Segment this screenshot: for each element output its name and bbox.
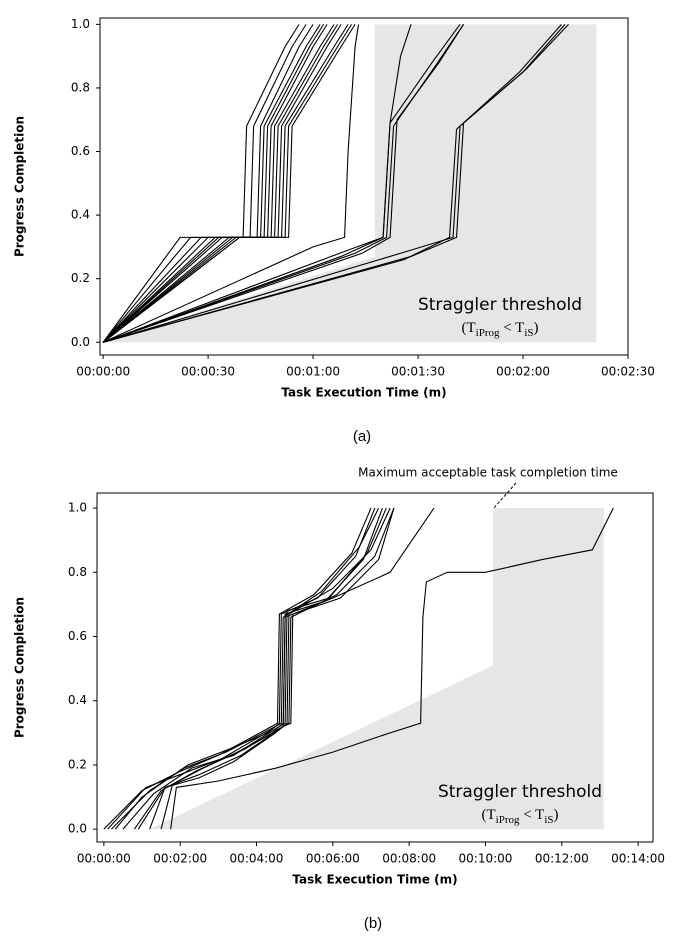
plot-frame — [99, 17, 629, 356]
subscript: iProg — [496, 814, 520, 826]
y-tick-label: 0.8 — [68, 565, 87, 579]
subscript: iProg — [476, 327, 500, 339]
formula-text: ) — [554, 807, 559, 823]
y-axis-label: Progress Completion — [13, 116, 27, 257]
y-tick-label: 1.0 — [68, 501, 87, 515]
series-line — [102, 24, 465, 343]
series-line — [102, 24, 335, 343]
x-tick-label: 00:02:00 — [496, 365, 550, 379]
series-line — [102, 23, 566, 343]
x-tick-label: 00:08:00 — [382, 852, 436, 866]
series-line — [102, 24, 465, 343]
formula-text: (T — [461, 320, 475, 336]
series-line — [102, 24, 353, 343]
caption: (a) — [353, 428, 371, 445]
x-tick-label: 00:12:00 — [535, 852, 589, 866]
plot-frame — [96, 492, 654, 843]
y-tick-label: 1.0 — [71, 17, 90, 31]
annotation-formula: (TiProg < TiS) — [481, 807, 558, 825]
series-line — [102, 24, 300, 343]
series-line — [103, 23, 562, 343]
x-tick-label: 00:02:30 — [601, 365, 655, 379]
y-tick-label: 0.0 — [68, 822, 87, 836]
series-line — [102, 24, 360, 343]
series-line — [102, 24, 461, 343]
series-line — [102, 24, 342, 343]
series-line — [102, 24, 307, 343]
x-tick-label: 00:14:00 — [611, 852, 665, 866]
x-tick-label: 00:00:30 — [181, 365, 235, 379]
series-line — [103, 23, 569, 343]
y-tick-label: 0.0 — [71, 335, 90, 349]
x-tick-label: 00:01:30 — [391, 365, 445, 379]
x-axis-label: Task Execution Time (m) — [281, 386, 446, 400]
x-tick-label: 00:04:00 — [230, 852, 284, 866]
series-line — [102, 24, 339, 343]
y-tick-label: 0.2 — [68, 757, 87, 771]
caption: (b) — [364, 915, 382, 932]
y-tick-label: 0.4 — [68, 693, 87, 707]
series-line — [102, 24, 325, 343]
annotation: Straggler threshold — [438, 782, 602, 802]
subscript: iS — [544, 814, 553, 826]
threshold-region — [103, 24, 597, 343]
x-tick-label: 00:10:00 — [459, 852, 513, 866]
threshold-region — [149, 508, 604, 830]
x-tick-label: 00:02:00 — [153, 852, 207, 866]
x-tick-label: 00:00:00 — [76, 365, 130, 379]
series-line — [102, 24, 321, 343]
y-tick-label: 0.8 — [71, 80, 90, 94]
y-tick-label: 0.2 — [71, 271, 90, 285]
formula-text: ) — [534, 320, 539, 336]
formula-text: < T — [499, 320, 524, 336]
series-line — [103, 507, 372, 830]
y-axis-label: Progress Completion — [13, 597, 27, 738]
x-axis-label: Task Execution Time (m) — [292, 873, 457, 887]
series-line — [102, 24, 356, 343]
y-tick-label: 0.4 — [71, 208, 90, 222]
series-line — [122, 507, 387, 830]
series-line — [102, 24, 328, 343]
x-tick-label: 00:00:00 — [77, 852, 131, 866]
series-line — [137, 507, 435, 830]
series-line — [170, 507, 614, 830]
y-tick-label: 0.6 — [68, 629, 87, 643]
series-line — [102, 24, 314, 343]
annotation: Straggler threshold — [418, 295, 582, 315]
top-annotation: Maximum acceptable task completion time — [358, 466, 618, 480]
formula-text: < T — [519, 807, 544, 823]
subscript: iS — [524, 327, 533, 339]
formula-text: (T — [481, 807, 495, 823]
series-line — [160, 507, 395, 830]
x-tick-label: 00:06:00 — [306, 852, 360, 866]
annotation-formula: (TiProg < TiS) — [461, 320, 538, 338]
x-tick-label: 00:01:00 — [286, 365, 340, 379]
y-tick-label: 0.6 — [71, 144, 90, 158]
leader-line — [492, 482, 517, 510]
